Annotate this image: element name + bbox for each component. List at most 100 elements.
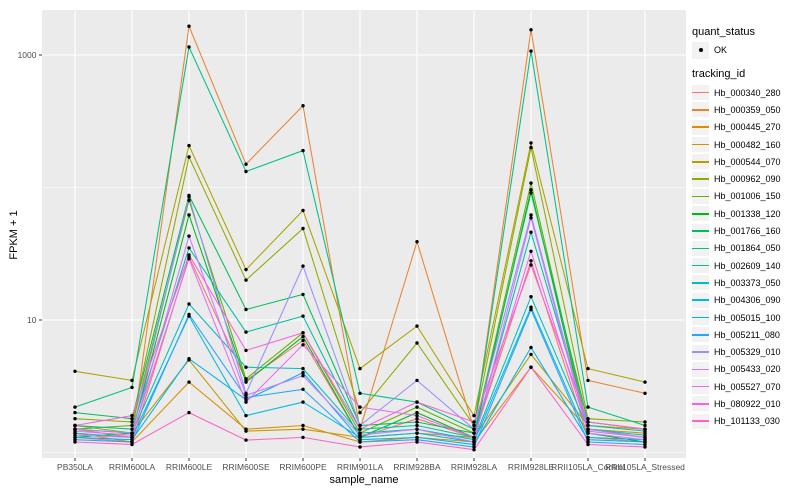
data-point	[301, 400, 305, 404]
legend-item: Hb_003373_050	[692, 274, 798, 291]
data-point	[643, 380, 647, 384]
data-point	[529, 307, 533, 312]
x-tick-label: RRIM600SE	[222, 462, 270, 472]
data-point	[73, 440, 77, 444]
legend-item-label: Hb_005329_010	[714, 347, 781, 358]
legend-item-label: Hb_002609_140	[714, 260, 781, 271]
legend-line-swatch	[692, 161, 709, 163]
data-point	[358, 405, 362, 409]
legend-line-swatch	[692, 264, 709, 267]
data-point	[301, 366, 305, 371]
data-point	[472, 413, 476, 418]
data-point	[472, 423, 476, 428]
data-point	[472, 420, 476, 424]
data-point	[244, 380, 248, 384]
data-point	[301, 208, 305, 213]
data-point	[586, 366, 590, 371]
data-point	[73, 423, 77, 428]
legend-line-swatch	[692, 420, 709, 423]
legend-key-box	[692, 119, 709, 135]
legend-line-swatch	[692, 91, 709, 94]
legend-item: Hb_000482_160	[692, 136, 798, 153]
data-point	[244, 365, 248, 369]
data-point	[529, 295, 533, 299]
data-point	[130, 413, 134, 418]
legend-key-box	[692, 240, 709, 256]
data-point	[187, 45, 191, 49]
legend-item-label: Hb_000962_090	[714, 174, 781, 185]
data-point	[301, 338, 305, 343]
legend-ok-label: OK	[714, 45, 728, 55]
data-point	[73, 410, 77, 415]
legend-key-box	[692, 275, 709, 291]
data-point	[187, 143, 191, 148]
data-point	[73, 433, 77, 437]
x-tick-label: RRII105LA_Stressed	[605, 462, 685, 472]
data-point	[244, 438, 248, 442]
legend-key-box	[692, 206, 709, 222]
data-point	[130, 442, 134, 447]
data-point	[415, 417, 419, 421]
data-point	[301, 331, 305, 335]
legend-item: Hb_005211_080	[692, 326, 798, 343]
data-point	[586, 405, 590, 409]
data-point	[529, 141, 533, 145]
legend-item: Hb_005329_010	[692, 343, 798, 360]
data-point	[73, 417, 77, 421]
legend-item: Hb_005527_070	[692, 378, 798, 395]
data-point	[415, 413, 419, 418]
legend-tracking-items: Hb_000340_280 Hb_000359_050 Hb_000445_270 H…	[692, 84, 798, 430]
legend-item-label: Hb_000359_050	[714, 104, 781, 115]
data-point	[586, 440, 590, 444]
data-point	[472, 431, 476, 435]
data-point	[472, 427, 476, 431]
legend-key-box	[692, 258, 709, 274]
legend-quant-status-title: quant_status	[692, 26, 755, 38]
data-point	[130, 378, 134, 383]
data-point	[187, 410, 191, 415]
data-point	[529, 345, 533, 350]
data-point	[415, 405, 419, 409]
data-point	[415, 431, 419, 435]
x-tick-label: RRIM600PE	[279, 462, 327, 472]
legend-item-label: Hb_005211_080	[714, 329, 780, 340]
x-tick-label: RRIM928BA	[393, 462, 441, 472]
data-point	[586, 429, 590, 433]
data-point	[529, 352, 533, 357]
data-point	[529, 188, 533, 192]
data-point	[244, 400, 248, 404]
data-point	[244, 413, 248, 418]
data-point	[187, 380, 191, 384]
x-tick-label: RRIM600LA	[109, 462, 156, 472]
legend-key-box	[692, 102, 709, 118]
data-point	[472, 440, 476, 444]
legend-item: Hb_001766_160	[692, 222, 798, 239]
x-tick-label: RRIM901LA	[337, 462, 384, 472]
legend-item-label: Hb_001338_120	[714, 208, 781, 219]
legend-item: Hb_000962_090	[692, 170, 798, 187]
data-point	[187, 24, 191, 28]
data-point	[643, 391, 647, 395]
legend-item: Hb_001864_050	[692, 240, 798, 257]
legend-item: Hb_000445_270	[692, 119, 798, 136]
legend-item-label: Hb_080922_010	[714, 398, 781, 409]
data-point	[187, 246, 191, 250]
legend: quant_status OK tracking_id Hb_000340_28…	[692, 26, 798, 430]
data-point	[415, 423, 419, 428]
data-point	[301, 104, 305, 108]
data-point	[586, 420, 590, 424]
legend-item: Hb_000340_280	[692, 84, 798, 101]
data-point	[529, 181, 533, 185]
legend-item: Hb_005015_100	[692, 309, 798, 326]
legend-line-swatch	[692, 195, 709, 198]
data-point	[643, 442, 647, 447]
data-point	[529, 263, 533, 267]
data-point	[244, 377, 248, 381]
data-point	[358, 433, 362, 437]
legend-key-box	[692, 171, 709, 187]
y-tick-label: 1000	[18, 50, 37, 60]
data-point	[244, 162, 248, 166]
data-point	[187, 357, 191, 361]
data-point	[529, 216, 533, 220]
